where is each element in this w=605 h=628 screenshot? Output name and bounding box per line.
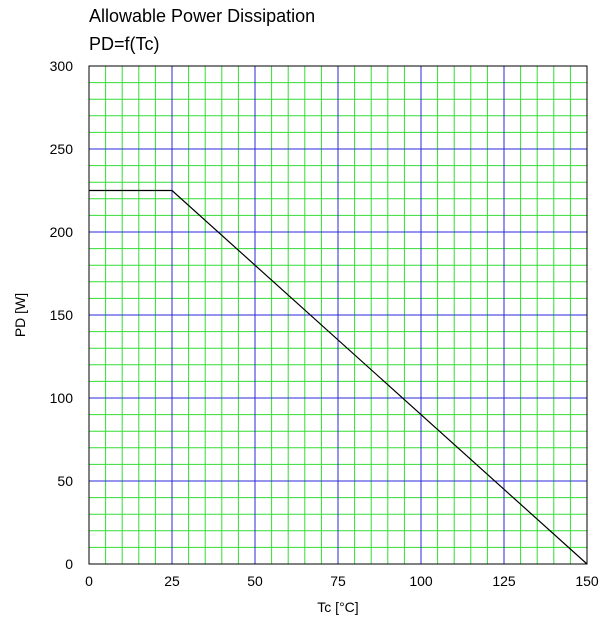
y-tick-label: 50 [57,473,73,489]
major-grid [89,66,587,564]
x-tick-label: 50 [247,573,263,589]
x-axis-label: Tc [°C] [317,599,358,615]
y-tick-label: 0 [65,556,73,572]
x-tick-label: 25 [164,573,180,589]
chart-title: Allowable Power Dissipation [89,6,316,26]
y-tick-labels: 0 50 100 150 200 250 300 [50,58,74,572]
x-tick-label: 150 [575,573,599,589]
y-axis-label: PD [W] [12,293,28,337]
y-tick-label: 100 [50,390,74,406]
y-tick-label: 300 [50,58,74,74]
chart-subtitle: PD=f(Tc) [89,34,160,54]
y-tick-label: 150 [50,307,74,323]
x-tick-label: 0 [85,573,93,589]
y-tick-label: 200 [50,224,74,240]
series-line [89,189,588,565]
series-group [89,189,588,565]
x-tick-labels: 0 25 50 75 100 125 150 [85,573,599,589]
plot-frame [88,65,588,565]
x-tick-label: 75 [330,573,346,589]
y-tick-label: 250 [50,141,74,157]
x-tick-label: 100 [409,573,433,589]
x-tick-label: 125 [492,573,516,589]
